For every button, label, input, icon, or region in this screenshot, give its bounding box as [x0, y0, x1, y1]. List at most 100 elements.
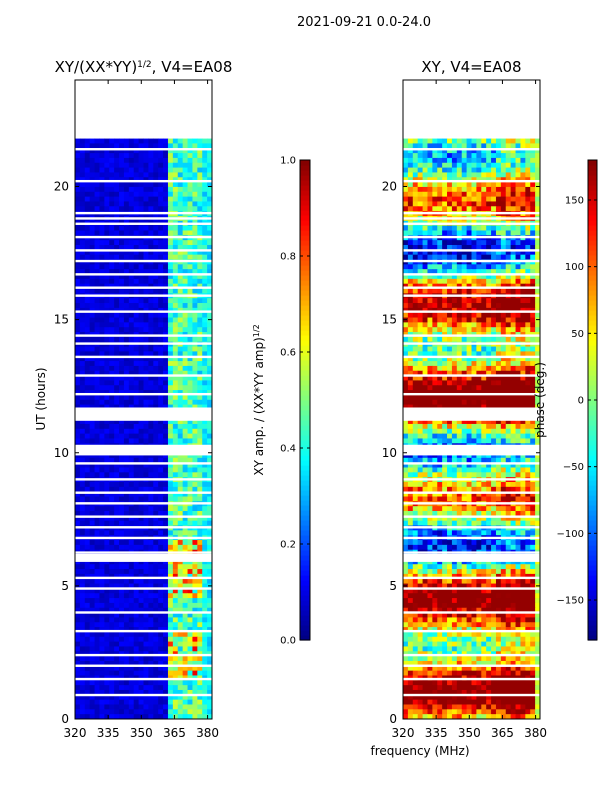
heatmap-cell: [177, 680, 184, 686]
heatmap-cell: [192, 394, 198, 401]
heatmap-cell: [202, 254, 208, 260]
heatmap-cell: [491, 351, 497, 357]
heatmap-cell: [471, 356, 477, 362]
heatmap-cell: [177, 264, 184, 270]
heatmap-cell: [187, 225, 193, 231]
heatmap-cell: [447, 298, 453, 304]
heatmap-cell: [138, 196, 144, 202]
heatmap-cell: [138, 143, 144, 149]
heatmap-cell: [163, 346, 169, 352]
heatmap-cell: [407, 351, 414, 357]
heatmap-cell: [128, 196, 135, 202]
heatmap-cell: [407, 322, 414, 328]
heatmap-cell: [187, 274, 193, 280]
heatmap-cell: [143, 699, 149, 705]
heatmap-cell: [148, 206, 154, 212]
heatmap-cell: [75, 148, 81, 154]
flagged-gap: [75, 179, 212, 183]
heatmap-cell: [109, 433, 115, 439]
heatmap-cell: [143, 336, 149, 343]
heatmap-cell: [167, 665, 174, 672]
heatmap-cell: [158, 540, 164, 546]
heatmap-cell: [447, 162, 453, 169]
heatmap-cell: [75, 361, 81, 367]
heatmap-cell: [148, 627, 154, 633]
heatmap-cell: [202, 390, 208, 396]
heatmap-cell: [187, 689, 193, 696]
heatmap-cell: [123, 452, 130, 459]
heatmap-cell: [119, 438, 125, 444]
colorbar-segment: [300, 470, 310, 476]
heatmap-cell: [79, 515, 86, 522]
heatmap-cell: [486, 298, 492, 304]
heatmap-cell: [84, 157, 91, 164]
heatmap-cell: [158, 486, 164, 493]
heatmap-cell: [109, 583, 115, 589]
heatmap-cell: [153, 452, 159, 459]
heatmap-cell: [407, 230, 414, 236]
heatmap-cell: [442, 288, 448, 294]
heatmap-cell: [207, 433, 213, 439]
heatmap-cell: [447, 361, 453, 367]
heatmap-cell: [99, 699, 105, 705]
heatmap-cell: [456, 375, 463, 381]
heatmap-cell: [94, 322, 100, 328]
heatmap-cell: [143, 240, 149, 246]
heatmap-cell: [476, 264, 482, 270]
heatmap-cell: [75, 182, 81, 188]
heatmap-cell: [207, 182, 213, 188]
heatmap-cell: [432, 143, 438, 149]
heatmap-cell: [158, 438, 164, 444]
heatmap-cell: [202, 583, 208, 589]
heatmap-cell: [442, 191, 448, 198]
heatmap-cell: [167, 714, 174, 720]
heatmap-cell: [172, 588, 179, 594]
heatmap-cell: [133, 240, 140, 246]
heatmap-cell: [500, 153, 507, 159]
heatmap-cell: [202, 423, 208, 430]
heatmap-cell: [148, 230, 154, 236]
x-tick-label: 320: [64, 726, 87, 740]
heatmap-cell: [114, 607, 120, 614]
heatmap-cell: [75, 196, 81, 202]
heatmap-cell: [422, 288, 428, 294]
heatmap-cell: [505, 274, 512, 280]
heatmap-cell: [177, 656, 184, 662]
heatmap-cell: [177, 694, 184, 701]
heatmap-cell: [99, 390, 105, 396]
heatmap-cell: [515, 298, 521, 304]
heatmap-cell: [143, 269, 149, 275]
heatmap-cell: [471, 351, 477, 357]
heatmap-cell: [153, 336, 159, 343]
heatmap-cell: [163, 269, 169, 275]
heatmap-cell: [207, 283, 213, 290]
heatmap-cell: [525, 288, 531, 294]
heatmap-cell: [128, 646, 135, 652]
heatmap-cell: [520, 264, 526, 270]
heatmap-cell: [128, 274, 135, 280]
heatmap-cell: [207, 612, 213, 618]
heatmap-cell: [187, 361, 193, 367]
heatmap-cell: [89, 481, 96, 488]
heatmap-cell: [486, 138, 492, 144]
heatmap-cell: [119, 162, 125, 169]
heatmap-cell: [177, 607, 184, 614]
heatmap-cell: [128, 399, 135, 406]
heatmap-cell: [207, 288, 213, 294]
heatmap-cell: [481, 327, 487, 333]
heatmap-cell: [158, 452, 164, 459]
heatmap-cell: [481, 254, 487, 260]
heatmap-cell: [422, 249, 428, 256]
heatmap-cell: [525, 196, 531, 202]
heatmap-cell: [207, 148, 213, 154]
heatmap-cell: [143, 622, 149, 628]
heatmap-cell: [104, 153, 110, 159]
heatmap-cell: [197, 370, 203, 377]
heatmap-cell: [202, 312, 208, 319]
heatmap-cell: [114, 201, 120, 207]
heatmap-cell: [75, 631, 81, 638]
heatmap-cell: [99, 685, 105, 691]
heatmap-cell: [163, 148, 169, 154]
heatmap-cell: [84, 172, 91, 178]
heatmap-cell: [79, 593, 86, 599]
